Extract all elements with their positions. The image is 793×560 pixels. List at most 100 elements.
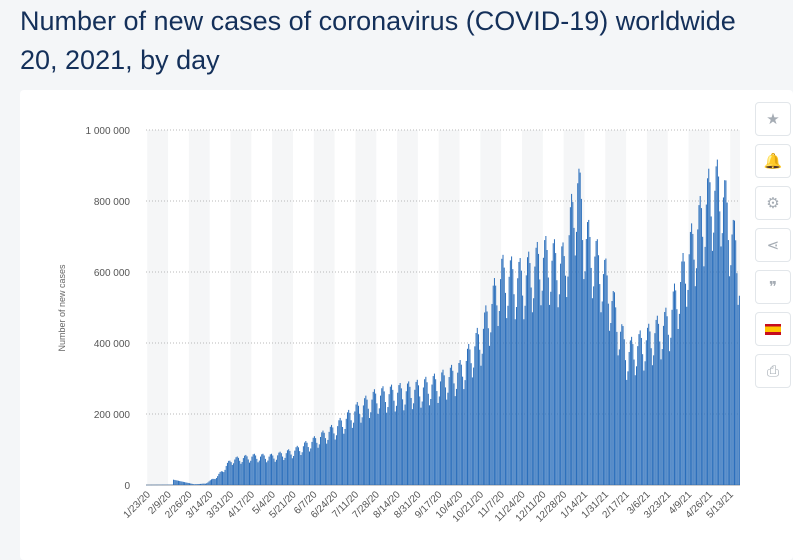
bar[interactable]: [212, 479, 213, 485]
bar[interactable]: [556, 280, 557, 485]
bar[interactable]: [316, 443, 317, 485]
bar[interactable]: [174, 480, 175, 485]
bar[interactable]: [408, 381, 409, 485]
bar[interactable]: [493, 286, 494, 485]
bar[interactable]: [484, 312, 485, 485]
bar[interactable]: [265, 459, 266, 485]
bar[interactable]: [522, 296, 523, 485]
bar[interactable]: [680, 282, 681, 485]
bar[interactable]: [326, 444, 327, 485]
bar[interactable]: [529, 263, 530, 485]
bar[interactable]: [483, 329, 484, 485]
bar[interactable]: [495, 286, 496, 485]
bar[interactable]: [636, 366, 637, 485]
bar[interactable]: [540, 305, 541, 485]
bar[interactable]: [285, 458, 286, 485]
bar[interactable]: [694, 260, 695, 485]
bar[interactable]: [333, 433, 334, 485]
bar[interactable]: [173, 480, 174, 485]
bar[interactable]: [428, 394, 429, 485]
bar[interactable]: [594, 257, 595, 485]
bar[interactable]: [474, 346, 475, 485]
bar[interactable]: [728, 240, 729, 485]
bar[interactable]: [403, 410, 404, 485]
bar[interactable]: [501, 259, 502, 485]
bar[interactable]: [183, 482, 184, 485]
bar[interactable]: [228, 461, 229, 485]
bar[interactable]: [190, 483, 191, 485]
bar[interactable]: [405, 405, 406, 485]
bar[interactable]: [734, 221, 735, 485]
bar[interactable]: [341, 420, 342, 485]
bar[interactable]: [516, 307, 517, 485]
bar[interactable]: [567, 277, 568, 485]
bar[interactable]: [533, 298, 534, 485]
bar[interactable]: [303, 446, 304, 485]
bar[interactable]: [523, 319, 524, 485]
bar[interactable]: [520, 258, 521, 485]
bar[interactable]: [223, 472, 224, 485]
bar[interactable]: [242, 462, 243, 485]
bar[interactable]: [645, 361, 646, 485]
bar[interactable]: [490, 332, 491, 485]
bar[interactable]: [632, 344, 633, 485]
bar[interactable]: [531, 288, 532, 485]
bar[interactable]: [397, 393, 398, 485]
bar[interactable]: [406, 391, 407, 485]
bar[interactable]: [478, 334, 479, 485]
bar[interactable]: [676, 309, 677, 485]
bar[interactable]: [684, 262, 685, 485]
bar[interactable]: [369, 418, 370, 485]
bar[interactable]: [618, 355, 619, 485]
bar[interactable]: [724, 180, 725, 485]
bar[interactable]: [707, 178, 708, 485]
bar[interactable]: [329, 432, 330, 485]
bar[interactable]: [289, 451, 290, 485]
bar[interactable]: [577, 183, 578, 485]
bar[interactable]: [229, 461, 230, 485]
gear-button[interactable]: ⚙: [755, 186, 791, 220]
bar[interactable]: [468, 344, 469, 485]
bar[interactable]: [345, 429, 346, 485]
bar[interactable]: [654, 333, 655, 485]
bar[interactable]: [195, 484, 196, 485]
bar[interactable]: [445, 387, 446, 485]
bar[interactable]: [555, 253, 556, 485]
bar[interactable]: [438, 403, 439, 485]
bar[interactable]: [240, 464, 241, 485]
print-button[interactable]: ⎙: [755, 354, 791, 388]
bar[interactable]: [510, 260, 511, 485]
bar[interactable]: [332, 427, 333, 485]
bar[interactable]: [667, 316, 668, 485]
bar[interactable]: [362, 417, 363, 485]
bar[interactable]: [434, 374, 435, 485]
bar[interactable]: [661, 359, 662, 485]
bar[interactable]: [678, 329, 679, 485]
bar[interactable]: [237, 457, 238, 485]
bar[interactable]: [255, 455, 256, 485]
bar[interactable]: [353, 423, 354, 485]
bar[interactable]: [365, 396, 366, 485]
bar[interactable]: [435, 379, 436, 485]
bar[interactable]: [469, 349, 470, 485]
bar[interactable]: [551, 261, 552, 485]
bar[interactable]: [376, 403, 377, 485]
bar[interactable]: [705, 247, 706, 485]
bar[interactable]: [258, 462, 259, 485]
bar[interactable]: [548, 278, 549, 485]
bar[interactable]: [708, 169, 709, 485]
bar[interactable]: [417, 380, 418, 485]
bar[interactable]: [276, 460, 277, 485]
bar[interactable]: [544, 240, 545, 485]
bar[interactable]: [196, 484, 197, 485]
bar[interactable]: [245, 455, 246, 485]
bar[interactable]: [211, 479, 212, 485]
bar[interactable]: [709, 182, 710, 485]
bar[interactable]: [614, 292, 615, 485]
bar[interactable]: [711, 216, 712, 485]
bar[interactable]: [499, 311, 500, 485]
bar[interactable]: [248, 459, 249, 485]
bar[interactable]: [626, 380, 627, 485]
bar[interactable]: [491, 304, 492, 485]
bar[interactable]: [545, 236, 546, 485]
